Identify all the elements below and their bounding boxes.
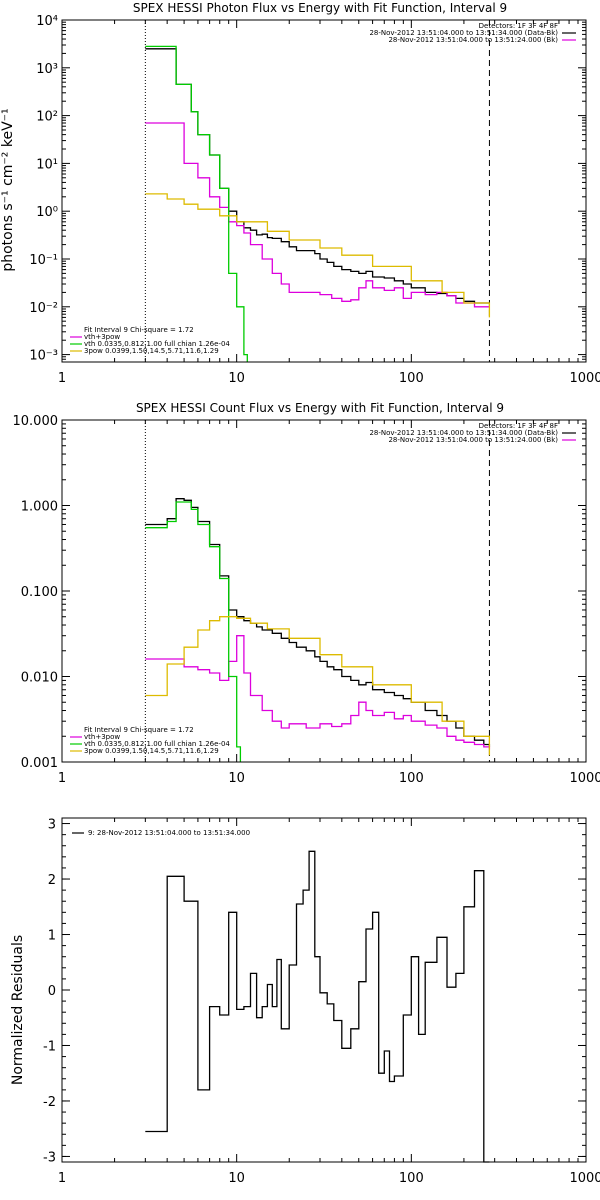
legend-entry-text: 9: 28-Nov-2012 13:51:04.000 to 13:51:34.… <box>88 829 250 837</box>
legend-header-text: Detectors: 1F 3F 4F 8F <box>479 422 558 430</box>
series-line-bk <box>145 122 490 308</box>
count-chart-title: SPEX HESSI Count Flux vs Energy with Fit… <box>136 401 504 415</box>
photon-series <box>144 20 491 362</box>
count-series <box>144 420 491 762</box>
y-tick-label: 1.000 <box>21 500 58 515</box>
y-tick-label: 10⁴ <box>36 14 58 29</box>
y-tick-label: 2 <box>48 873 56 888</box>
y-tick-label: 10⁻² <box>29 301 58 316</box>
y-tick-label: 10³ <box>36 62 58 77</box>
x-tick-label: 10 <box>228 371 245 386</box>
x-tick-label: 1000 <box>569 371 600 386</box>
photon-chart-title: SPEX HESSI Photon Flux vs Energy with Fi… <box>133 1 507 15</box>
legend-header-text: 28-Nov-2012 13:51:04.000 to 13:51:34.000… <box>369 29 558 37</box>
legend-fit-text: Fit Interval 9 Chi-square = 1.72 <box>84 726 194 734</box>
y-tick-label: -3 <box>43 1150 56 1165</box>
legend-fit-text: vth 0.0335,0.812,1.00 full chian 1.26e-0… <box>84 740 230 748</box>
y-tick-label: 10⁰ <box>36 205 58 220</box>
residuals-plot-frame <box>61 817 587 1163</box>
count-plot-frame <box>61 419 587 763</box>
x-tick-label: 100 <box>399 771 424 786</box>
x-tick-label: 10 <box>228 1171 245 1186</box>
y-tick-label: 0.100 <box>21 585 58 600</box>
residuals-axis-ticks: 1 10 100 1000 -3 -2 -1 0 1 2 3 <box>43 818 600 1186</box>
legend-header-text: 28-Nov-2012 13:51:04.000 to 13:51:24.000… <box>388 36 558 44</box>
y-tick-label: 10¹ <box>36 157 58 172</box>
legend-fit-text: vth+3pow <box>84 333 120 341</box>
y-tick-label: -2 <box>43 1095 56 1110</box>
legend-fit-text: vth+3pow <box>84 733 120 741</box>
x-tick-label: 100 <box>399 1171 424 1186</box>
legend-header-text: Detectors: 1F 3F 4F 8F <box>479 22 558 30</box>
x-tick-label: 1 <box>58 771 66 786</box>
y-tick-label: 0.010 <box>21 671 58 686</box>
series-line-vth <box>145 501 242 762</box>
residuals-series <box>145 850 490 1163</box>
photon-axis-ticks: 1 10 100 1000 10⁻³ 10⁻² 10⁻¹ 10⁰ 10¹ 10² 10³ 10⁴ <box>29 14 600 386</box>
residuals-panel: Normalized Residuals 1 10 100 1000 -3 -2 -1 0 1 2… <box>10 817 600 1186</box>
x-tick-label: 1000 <box>569 1171 600 1186</box>
y-tick-label: 0.001 <box>21 756 58 771</box>
x-tick-label: 1000 <box>569 771 600 786</box>
x-tick-label: 100 <box>399 371 424 386</box>
y-tick-label: 10⁻¹ <box>29 253 58 268</box>
series-line-vth <box>145 45 248 362</box>
legend-fit-text: 3pow 0.0399,1.50,14.5,5.71,11.6,1.29 <box>84 347 219 355</box>
residuals-y-axis-label: Normalized Residuals <box>10 935 26 1085</box>
legend-fit-text: Fit Interval 9 Chi-square = 1.72 <box>84 326 194 334</box>
y-tick-label: 0 <box>48 984 56 999</box>
photon-y-axis-label: photons s⁻¹ cm⁻² keV⁻¹ <box>0 108 16 271</box>
x-tick-label: 10 <box>228 771 245 786</box>
photon-flux-panel: SPEX HESSI Photon Flux vs Energy with Fi… <box>0 1 600 386</box>
residuals-legend: 9: 28-Nov-2012 13:51:04.000 to 13:51:34.… <box>72 829 250 837</box>
y-tick-label: 10² <box>36 110 58 125</box>
series-line-data-bk <box>145 498 491 747</box>
series-line-3pow <box>145 193 491 318</box>
y-tick-label: -1 <box>43 1039 56 1054</box>
legend-fit-text: vth 0.0335,0.812,1.00 full chian 1.26e-0… <box>84 340 230 348</box>
legend-header-text: 28-Nov-2012 13:51:04.000 to 13:51:34.000… <box>369 429 558 437</box>
series-line-9-28-nov-2012-13-51-04-000-to-13-51-34-000 <box>145 850 490 1163</box>
x-tick-label: 1 <box>58 1171 66 1186</box>
x-tick-label: 1 <box>58 371 66 386</box>
legend-fit-text: 3pow 0.0399,1.50,14.5,5.71,11.6,1.29 <box>84 747 219 755</box>
y-tick-label: 3 <box>48 818 56 833</box>
y-tick-label: 10⁻³ <box>29 349 58 364</box>
count-flux-panel: SPEX HESSI Count Flux vs Energy with Fit… <box>13 401 600 786</box>
y-tick-label: 10.000 <box>13 414 59 429</box>
series-line-3pow <box>145 616 491 756</box>
series-line-data-bk <box>145 48 490 304</box>
legend-header-text: 28-Nov-2012 13:51:04.000 to 13:51:24.000… <box>388 436 558 444</box>
y-tick-label: 1 <box>48 929 56 944</box>
photon-plot-frame <box>61 19 587 363</box>
series-line-bk <box>145 635 491 750</box>
